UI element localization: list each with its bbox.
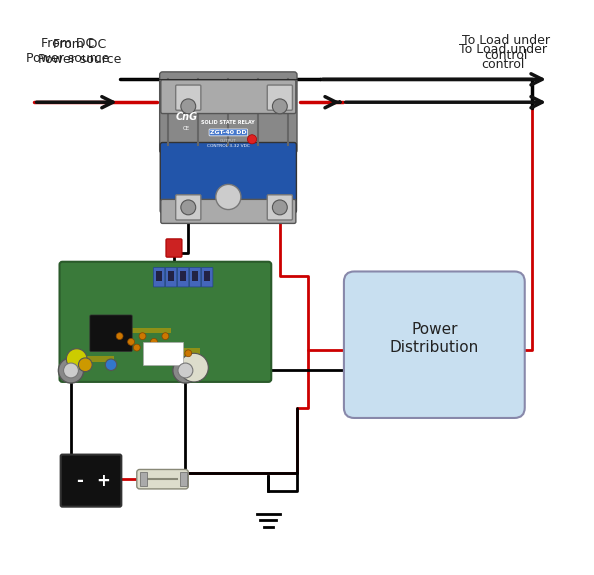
FancyBboxPatch shape bbox=[267, 195, 292, 220]
FancyBboxPatch shape bbox=[59, 262, 271, 382]
Bar bbox=[80, 356, 114, 362]
Circle shape bbox=[248, 135, 257, 144]
Circle shape bbox=[180, 353, 208, 382]
FancyBboxPatch shape bbox=[201, 267, 213, 287]
Circle shape bbox=[181, 99, 195, 114]
FancyBboxPatch shape bbox=[189, 267, 201, 287]
Text: SOLID STATE RELAY: SOLID STATE RELAY bbox=[201, 120, 255, 125]
Circle shape bbox=[181, 200, 195, 215]
Text: -: - bbox=[76, 472, 83, 490]
Text: CONTROL 3-32 VDC: CONTROL 3-32 VDC bbox=[207, 144, 249, 148]
Circle shape bbox=[67, 348, 87, 369]
Bar bbox=[192, 271, 198, 281]
FancyBboxPatch shape bbox=[176, 85, 201, 110]
FancyBboxPatch shape bbox=[160, 143, 296, 213]
Circle shape bbox=[128, 339, 134, 346]
Text: From DC
Power source: From DC Power source bbox=[38, 37, 121, 66]
FancyBboxPatch shape bbox=[166, 239, 182, 257]
Text: OUTPUT: OUTPUT bbox=[220, 139, 236, 143]
Bar bbox=[156, 271, 162, 281]
Circle shape bbox=[185, 350, 192, 356]
FancyBboxPatch shape bbox=[161, 200, 296, 224]
Text: ZGT-40 DD: ZGT-40 DD bbox=[210, 130, 247, 135]
Circle shape bbox=[78, 358, 92, 371]
Text: To Load under
control: To Load under control bbox=[462, 34, 550, 62]
Circle shape bbox=[216, 185, 241, 209]
Text: CnG: CnG bbox=[175, 112, 197, 122]
Text: To Load under
control: To Load under control bbox=[459, 43, 547, 71]
FancyBboxPatch shape bbox=[160, 72, 297, 153]
Circle shape bbox=[173, 344, 180, 351]
Circle shape bbox=[273, 99, 287, 114]
Circle shape bbox=[178, 363, 193, 378]
FancyBboxPatch shape bbox=[61, 455, 121, 507]
FancyBboxPatch shape bbox=[165, 267, 177, 287]
Text: From DC
Power source: From DC Power source bbox=[26, 37, 110, 65]
FancyBboxPatch shape bbox=[161, 80, 296, 113]
Bar bbox=[140, 472, 147, 486]
Circle shape bbox=[64, 363, 78, 378]
Bar bbox=[180, 271, 186, 281]
Circle shape bbox=[150, 339, 157, 346]
Circle shape bbox=[133, 344, 140, 351]
Text: +: + bbox=[97, 472, 110, 490]
Circle shape bbox=[116, 333, 123, 340]
FancyBboxPatch shape bbox=[267, 85, 292, 110]
Text: Power
Distribution: Power Distribution bbox=[390, 322, 479, 355]
Text: CE: CE bbox=[183, 126, 189, 131]
Circle shape bbox=[139, 333, 146, 340]
FancyBboxPatch shape bbox=[90, 315, 132, 351]
FancyBboxPatch shape bbox=[176, 195, 201, 220]
Bar bbox=[204, 271, 210, 281]
FancyBboxPatch shape bbox=[178, 267, 189, 287]
Bar bbox=[168, 271, 174, 281]
Bar bbox=[180, 472, 187, 486]
FancyBboxPatch shape bbox=[344, 271, 525, 418]
FancyBboxPatch shape bbox=[153, 267, 165, 287]
Circle shape bbox=[58, 358, 84, 383]
Bar bbox=[125, 328, 171, 334]
Circle shape bbox=[273, 200, 287, 215]
Circle shape bbox=[173, 358, 198, 383]
FancyBboxPatch shape bbox=[137, 469, 188, 489]
Circle shape bbox=[162, 333, 169, 340]
Bar bbox=[143, 342, 182, 365]
Circle shape bbox=[105, 359, 117, 370]
Bar bbox=[171, 347, 200, 356]
